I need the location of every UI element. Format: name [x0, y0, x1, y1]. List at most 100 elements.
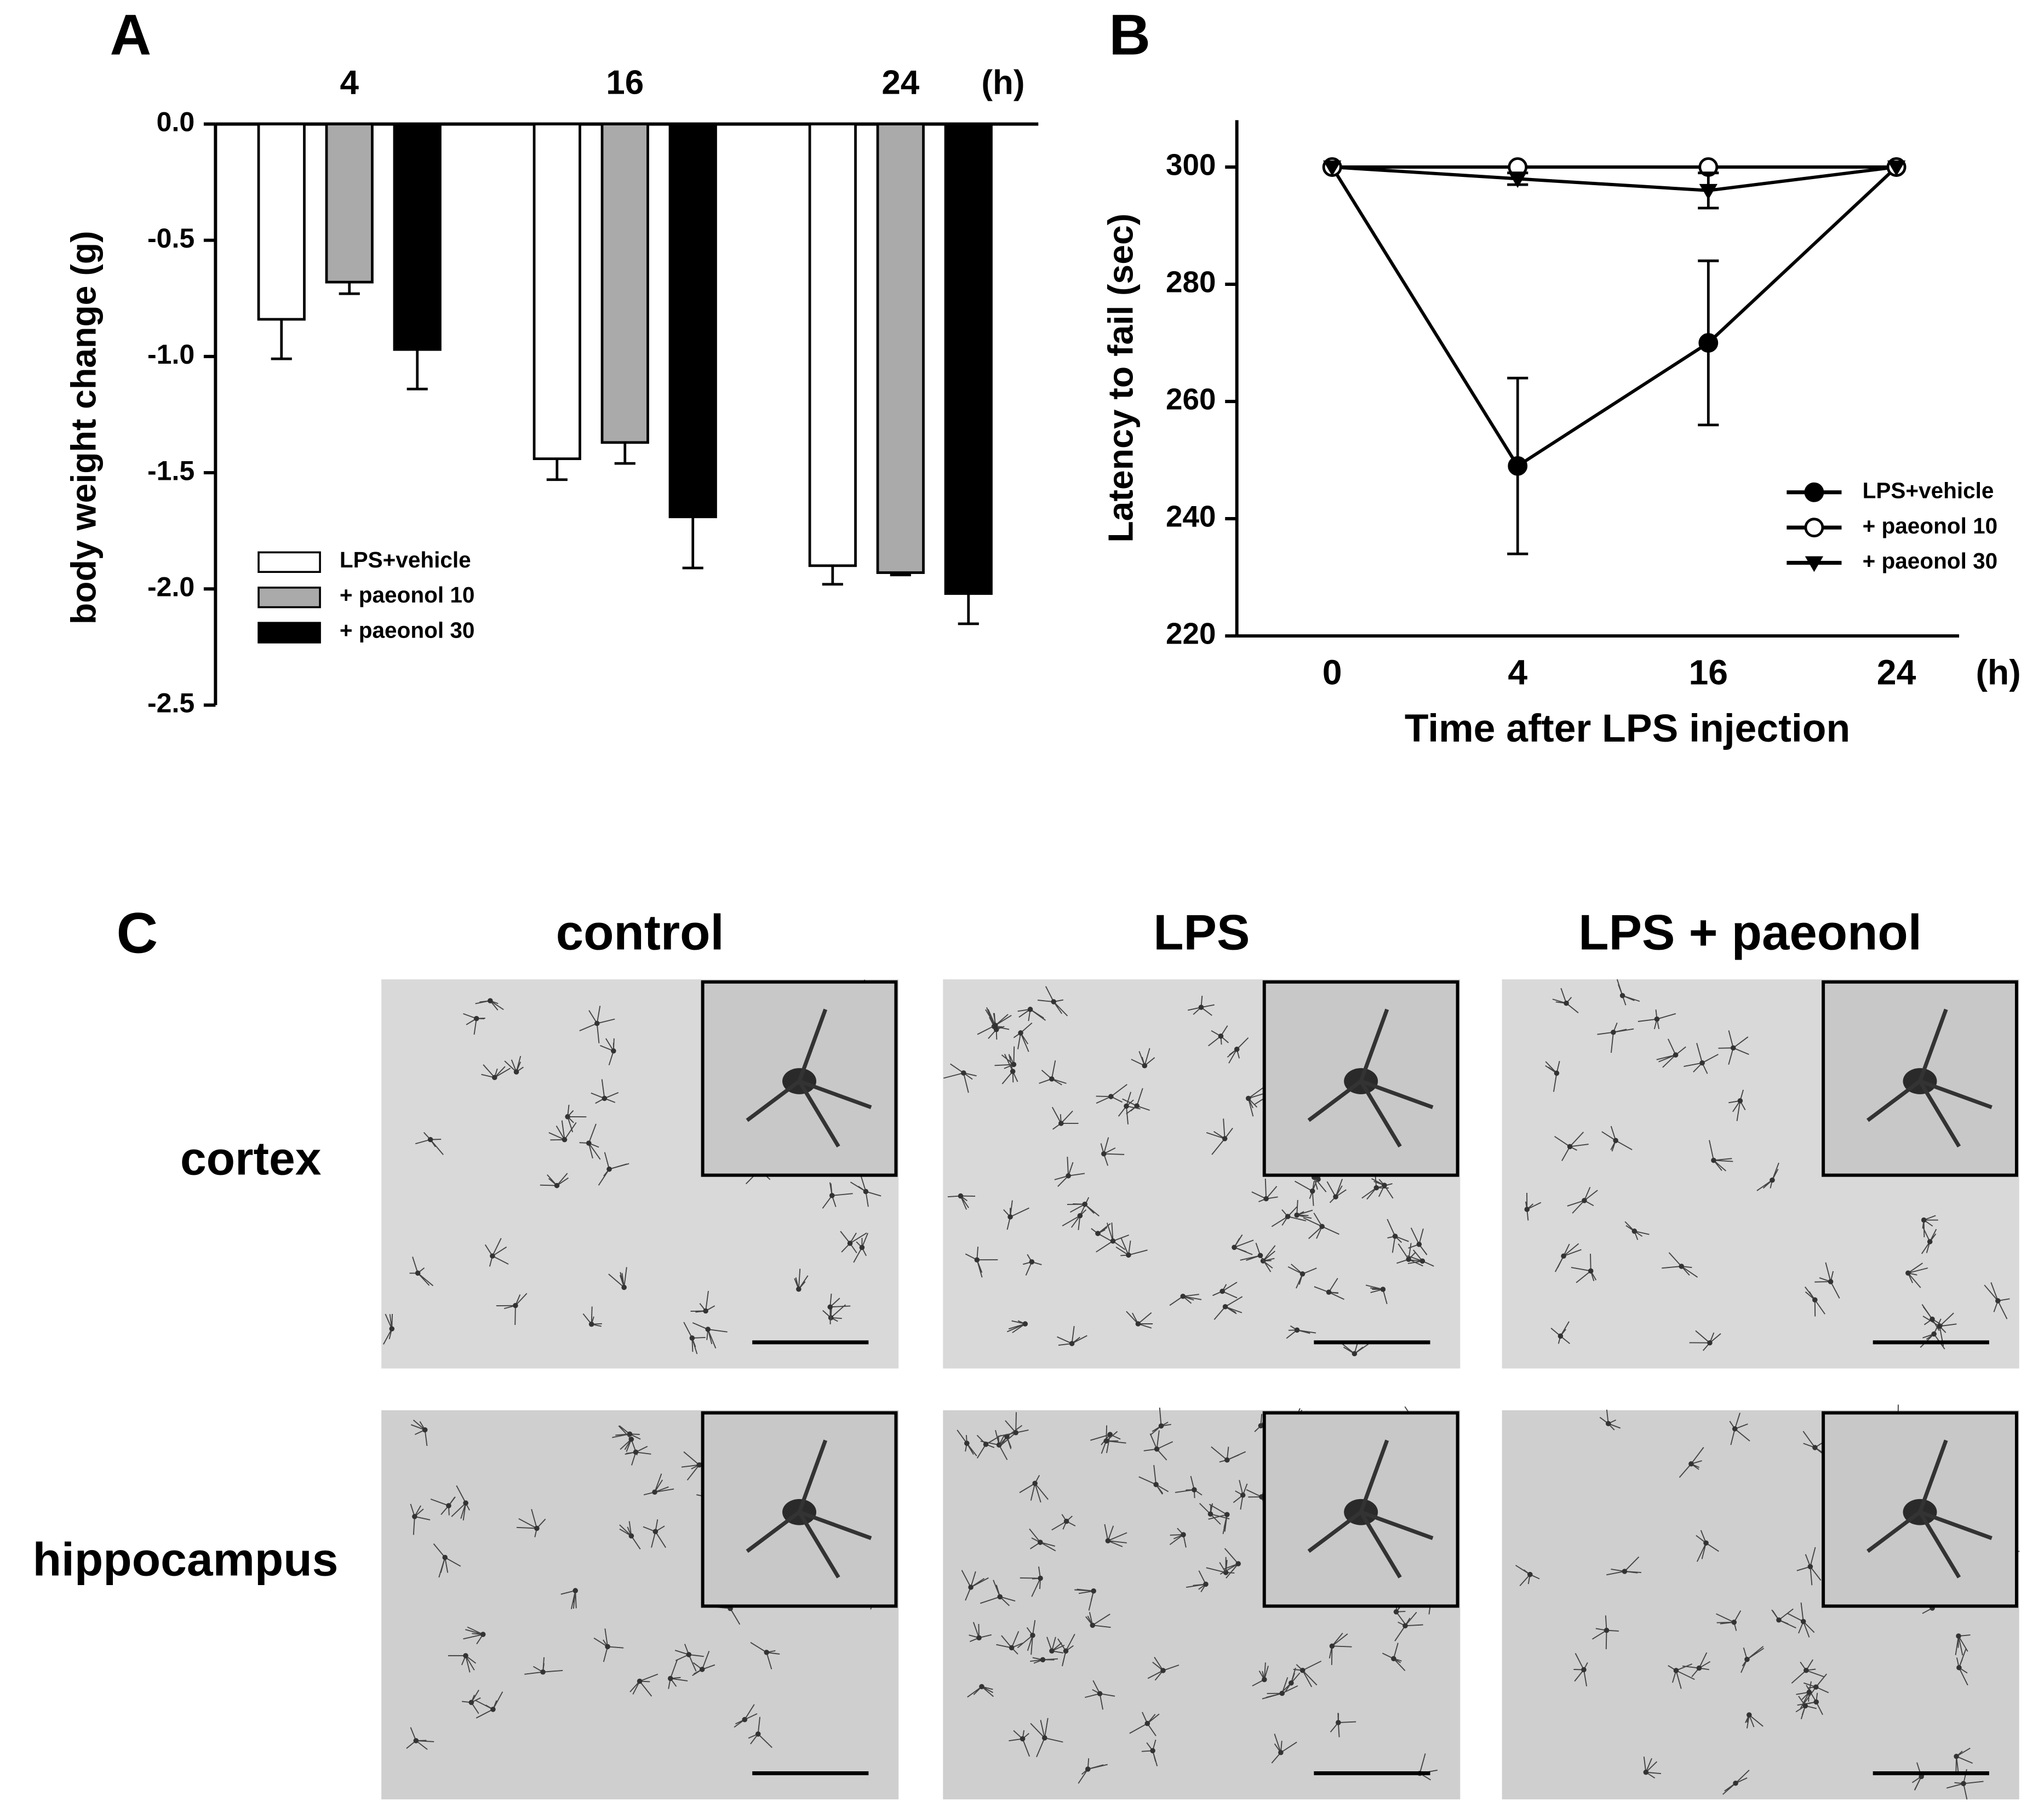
cell	[1023, 1254, 1042, 1276]
cell-body	[1654, 1016, 1660, 1022]
cell-body	[1336, 1720, 1341, 1725]
cell-body	[1927, 1239, 1933, 1244]
legend-label: + paeonol 30	[340, 618, 475, 643]
cell-body	[667, 1675, 673, 1681]
cell	[1074, 1588, 1095, 1611]
cell-body	[1770, 1177, 1775, 1183]
cell	[1186, 1570, 1206, 1593]
cell	[1057, 1326, 1087, 1346]
cell	[734, 1704, 758, 1728]
micrograph	[381, 1410, 899, 1800]
cell	[794, 1269, 809, 1290]
cell	[1718, 1030, 1749, 1065]
cell-body	[1812, 1445, 1818, 1450]
cell-body	[1085, 1766, 1091, 1772]
y-tick-label: 300	[1166, 147, 1216, 181]
cell-body	[1160, 1668, 1166, 1673]
cell-body	[847, 1241, 853, 1246]
cell-body	[1581, 1667, 1587, 1673]
legend-label: LPS+vehicle	[340, 547, 471, 572]
cell	[1555, 1243, 1582, 1272]
cell-body	[1263, 1196, 1269, 1202]
cell-body	[1049, 1648, 1055, 1654]
cell-body	[1582, 1198, 1587, 1203]
cell-body	[1095, 1231, 1101, 1236]
cell-body	[468, 1700, 474, 1706]
cell-body	[705, 1327, 711, 1332]
cell	[1796, 1681, 1812, 1710]
cell-body	[490, 1707, 496, 1712]
cell-body	[1032, 1480, 1038, 1486]
cell-body	[1800, 1618, 1806, 1625]
cell-body	[1319, 1224, 1325, 1230]
cell-body	[540, 1669, 546, 1675]
cell	[1219, 1548, 1239, 1579]
cell	[579, 1123, 601, 1160]
cell	[1067, 1203, 1100, 1216]
cell	[976, 1434, 1002, 1459]
cell-body	[1218, 1034, 1224, 1039]
cell	[612, 1425, 641, 1440]
cell	[1240, 1243, 1272, 1272]
cell	[643, 1473, 674, 1496]
cell	[383, 1313, 393, 1345]
cell-body	[1219, 1288, 1225, 1294]
cell-body	[1042, 1735, 1047, 1741]
cell-body	[1931, 1331, 1937, 1337]
cell	[629, 1673, 659, 1697]
cell	[1573, 1652, 1588, 1686]
cell	[1051, 1106, 1079, 1130]
cell-body	[565, 1114, 570, 1120]
cell-body	[1688, 1461, 1694, 1467]
cell-body	[586, 1140, 592, 1146]
cell	[1085, 1612, 1111, 1628]
cell	[1599, 1409, 1621, 1431]
cell-body	[490, 1253, 495, 1259]
cell-body	[1135, 1321, 1141, 1327]
cell-body	[1234, 1046, 1240, 1052]
legend-label: + paeonol 30	[1863, 548, 1998, 573]
cell	[1271, 1734, 1297, 1764]
cell-body	[1022, 1321, 1028, 1327]
cell-body	[1673, 1668, 1679, 1673]
cell	[433, 1543, 461, 1578]
cell-body	[1262, 1677, 1267, 1683]
inset-process	[1866, 1439, 1993, 1579]
cell-body	[1380, 1287, 1386, 1292]
cell-body	[1018, 1030, 1023, 1036]
cell-body	[1203, 1581, 1209, 1587]
cell	[560, 1590, 577, 1609]
cell	[683, 1322, 706, 1354]
cell	[1408, 1227, 1428, 1255]
cell	[1921, 1304, 1943, 1331]
cell-body	[1142, 1063, 1148, 1069]
cell-body	[686, 1652, 692, 1657]
cell-body	[1030, 1633, 1035, 1638]
cell	[1262, 1245, 1276, 1269]
cell-body	[1294, 1327, 1300, 1333]
cell-body	[513, 1302, 518, 1308]
cell-body	[1158, 1423, 1164, 1429]
cell-body	[1063, 1518, 1069, 1524]
cell	[1342, 1343, 1369, 1354]
cell	[690, 1290, 715, 1313]
cell	[1956, 1648, 1968, 1686]
cell-body	[463, 1500, 468, 1506]
cell-body	[1058, 1121, 1064, 1126]
cell	[1287, 1264, 1317, 1289]
y-tick-label: 260	[1166, 382, 1216, 416]
cell-body	[1224, 1512, 1230, 1518]
cell	[463, 1013, 485, 1035]
cell	[643, 1519, 666, 1548]
legend-label: LPS+vehicle	[1863, 478, 1994, 503]
cell-body	[1558, 1333, 1564, 1339]
cell	[1797, 1685, 1823, 1715]
cell-body	[1192, 1487, 1197, 1493]
column-label: LPS	[1153, 905, 1250, 960]
cell-body	[699, 1667, 705, 1672]
cell-body	[611, 1048, 616, 1054]
cell	[1283, 1667, 1301, 1692]
legend-swatch	[257, 622, 321, 644]
cell-body	[594, 1020, 600, 1026]
cell	[1805, 1286, 1825, 1317]
